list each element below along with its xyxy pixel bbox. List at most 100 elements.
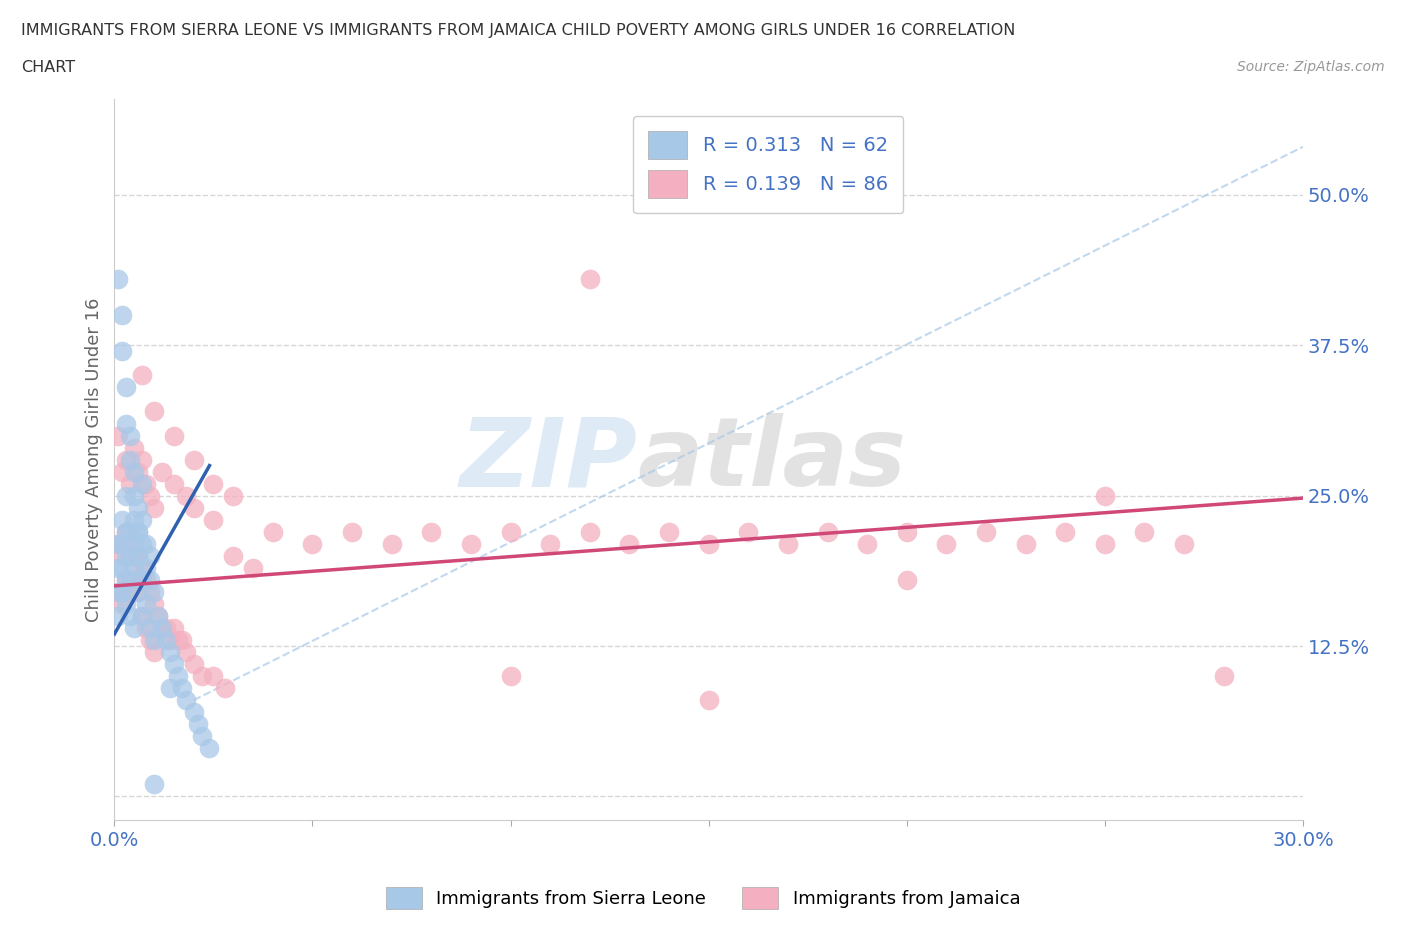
Point	[135, 620, 157, 635]
Point	[301, 537, 323, 551]
Point	[974, 525, 997, 539]
Point	[115, 380, 138, 395]
Point	[146, 608, 169, 623]
Point	[737, 525, 759, 539]
Point	[896, 525, 918, 539]
Point	[1133, 525, 1156, 539]
Point	[135, 537, 157, 551]
Point	[107, 584, 129, 599]
Point	[131, 452, 153, 467]
Point	[163, 428, 186, 443]
Point	[122, 464, 145, 479]
Point	[174, 488, 197, 503]
Legend: Immigrants from Sierra Leone, Immigrants from Jamaica: Immigrants from Sierra Leone, Immigrants…	[378, 880, 1028, 916]
Point	[115, 573, 138, 588]
Point	[619, 537, 641, 551]
Point	[131, 573, 153, 588]
Point	[499, 669, 522, 684]
Point	[115, 525, 138, 539]
Point	[120, 573, 142, 588]
Point	[122, 537, 145, 551]
Point	[131, 608, 153, 623]
Point	[381, 537, 404, 551]
Point	[107, 584, 129, 599]
Point	[143, 632, 166, 647]
Point	[697, 693, 720, 708]
Point	[131, 512, 153, 527]
Text: IMMIGRANTS FROM SIERRA LEONE VS IMMIGRANTS FROM JAMAICA CHILD POVERTY AMONG GIRL: IMMIGRANTS FROM SIERRA LEONE VS IMMIGRAN…	[21, 23, 1015, 38]
Point	[127, 525, 149, 539]
Point	[170, 681, 193, 696]
Point	[111, 308, 134, 323]
Point	[150, 620, 173, 635]
Point	[139, 549, 162, 564]
Point	[107, 537, 129, 551]
Point	[174, 644, 197, 659]
Point	[776, 537, 799, 551]
Point	[107, 428, 129, 443]
Point	[127, 584, 149, 599]
Point	[190, 729, 212, 744]
Point	[111, 596, 134, 611]
Point	[115, 452, 138, 467]
Point	[198, 741, 221, 756]
Point	[111, 561, 134, 576]
Point	[115, 549, 138, 564]
Point	[115, 573, 138, 588]
Text: ZIP: ZIP	[460, 413, 637, 506]
Point	[120, 452, 142, 467]
Point	[538, 537, 561, 551]
Point	[817, 525, 839, 539]
Point	[127, 549, 149, 564]
Point	[107, 561, 129, 576]
Point	[166, 669, 188, 684]
Point	[127, 584, 149, 599]
Point	[111, 549, 134, 564]
Point	[1094, 537, 1116, 551]
Point	[111, 464, 134, 479]
Y-axis label: Child Poverty Among Girls Under 16: Child Poverty Among Girls Under 16	[86, 298, 103, 622]
Point	[143, 404, 166, 418]
Point	[183, 705, 205, 720]
Point	[131, 537, 153, 551]
Point	[120, 608, 142, 623]
Point	[1173, 537, 1195, 551]
Point	[135, 561, 157, 576]
Point	[131, 368, 153, 383]
Point	[159, 681, 181, 696]
Point	[159, 644, 181, 659]
Point	[122, 561, 145, 576]
Point	[143, 584, 166, 599]
Point	[122, 620, 145, 635]
Point	[163, 476, 186, 491]
Point	[131, 608, 153, 623]
Point	[127, 464, 149, 479]
Point	[127, 500, 149, 515]
Point	[120, 549, 142, 564]
Point	[115, 488, 138, 503]
Point	[139, 584, 162, 599]
Point	[122, 440, 145, 455]
Text: CHART: CHART	[21, 60, 75, 75]
Point	[190, 669, 212, 684]
Point	[122, 512, 145, 527]
Text: Source: ZipAtlas.com: Source: ZipAtlas.com	[1237, 60, 1385, 74]
Point	[115, 416, 138, 431]
Point	[159, 632, 181, 647]
Point	[143, 644, 166, 659]
Point	[139, 632, 162, 647]
Point	[107, 608, 129, 623]
Point	[460, 537, 482, 551]
Point	[155, 620, 177, 635]
Point	[340, 525, 363, 539]
Point	[127, 525, 149, 539]
Point	[120, 584, 142, 599]
Point	[202, 476, 225, 491]
Point	[202, 512, 225, 527]
Legend: R = 0.313   N = 62, R = 0.139   N = 86: R = 0.313 N = 62, R = 0.139 N = 86	[633, 115, 904, 214]
Point	[111, 344, 134, 359]
Point	[111, 537, 134, 551]
Point	[131, 476, 153, 491]
Point	[135, 596, 157, 611]
Point	[150, 620, 173, 635]
